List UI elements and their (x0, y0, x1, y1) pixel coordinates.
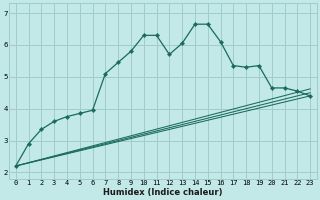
X-axis label: Humidex (Indice chaleur): Humidex (Indice chaleur) (103, 188, 223, 197)
